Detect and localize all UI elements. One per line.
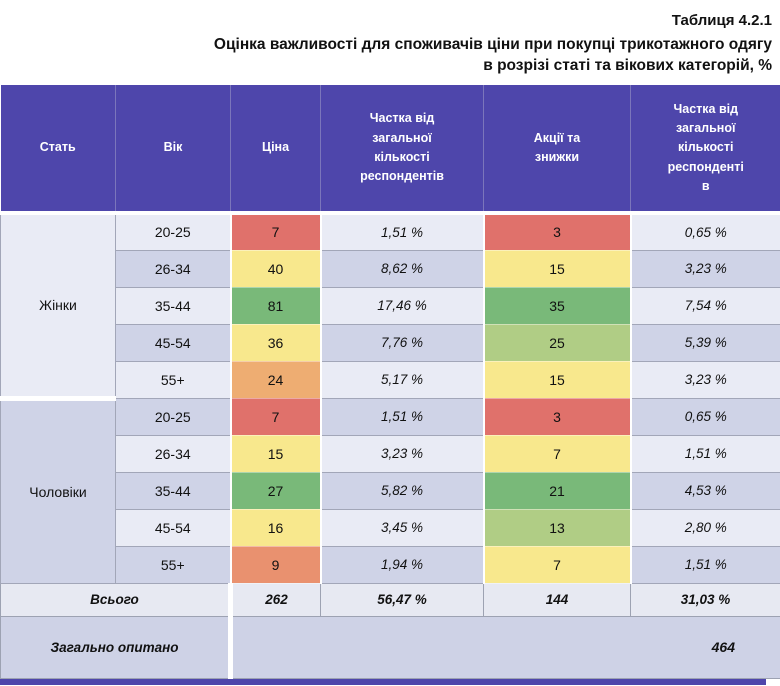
table-title: Оцінка важливості для споживачів ціни пр… — [0, 34, 772, 77]
surveyed-label: Загально опитано — [0, 615, 233, 679]
header-cell-gender: Стать — [0, 85, 116, 215]
table-row: 35-44 27 5,82 % 21 4,53 % — [1, 471, 780, 510]
table-title-line2: в розрізі статі та вікових категорій, % — [483, 57, 772, 75]
promo-value-cell: 15 — [482, 249, 632, 288]
survey-table: Стать Вік Ціна Частка від загальної кіль… — [0, 85, 780, 679]
header-cell-price: Ціна — [230, 85, 321, 215]
table-row: 55+ 24 5,17 % 15 3,23 % — [1, 360, 780, 399]
age-cell: 20-25 — [115, 212, 231, 251]
total-promo-share: 31,03 % — [630, 582, 780, 617]
gender-cell-women: Жінки — [0, 212, 116, 401]
price-share-cell: 1,94 % — [320, 545, 484, 584]
price-value-cell: 9 — [229, 545, 322, 584]
price-value-cell: 27 — [229, 471, 322, 510]
promo-value-cell: 3 — [482, 212, 632, 251]
price-share-cell: 1,51 % — [320, 212, 484, 251]
promo-value-cell: 15 — [482, 360, 632, 399]
table-row: 45-54 36 7,76 % 25 5,39 % — [1, 323, 780, 362]
total-price-share: 56,47 % — [320, 582, 484, 617]
price-share-cell: 5,17 % — [320, 360, 484, 399]
age-cell: 45-54 — [115, 508, 231, 547]
price-value-cell: 7 — [229, 397, 322, 436]
promo-share-cell: 0,65 % — [630, 212, 780, 251]
promo-value-cell: 3 — [482, 397, 632, 436]
total-row: Всього 262 56,47 % 144 31,03 % — [0, 582, 780, 617]
age-cell: 45-54 — [115, 323, 231, 362]
price-value-cell: 40 — [229, 249, 322, 288]
surveyed-row: Загально опитано 464 — [0, 615, 780, 679]
table-row: 35-44 81 17,46 % 35 7,54 % — [1, 286, 780, 325]
price-value-cell: 36 — [229, 323, 322, 362]
gender-cell-men: Чоловіки — [0, 397, 116, 584]
age-cell: 55+ — [115, 360, 231, 399]
promo-share-cell: 1,51 % — [630, 545, 780, 584]
age-cell: 55+ — [115, 545, 231, 584]
price-share-cell: 1,51 % — [320, 397, 484, 436]
total-price: 262 — [230, 582, 321, 617]
table-row: Чоловіки 20-25 7 1,51 % 3 0,65 % — [0, 397, 780, 584]
promo-share-cell: 3,23 % — [630, 360, 780, 399]
header-cell-price-share: Частка від загальної кількості респонден… — [320, 85, 484, 215]
price-share-cell: 8,62 % — [320, 249, 484, 288]
cropped-next-header-strip — [0, 678, 766, 685]
promo-share-cell: 1,51 % — [630, 434, 780, 473]
price-value-cell: 15 — [229, 434, 322, 473]
table-row: 55+ 9 1,94 % 7 1,51 % — [1, 545, 780, 584]
price-share-cell: 5,82 % — [320, 471, 484, 510]
promo-value-cell: 7 — [482, 434, 632, 473]
promo-share-cell: 3,23 % — [630, 249, 780, 288]
promo-share-cell: 2,80 % — [630, 508, 780, 547]
table-title-line1: Оцінка важливості для споживачів ціни пр… — [213, 36, 772, 53]
table-row: 26-34 15 3,23 % 7 1,51 % — [1, 434, 780, 473]
surveyed-value: 464 — [230, 615, 780, 679]
price-share-cell: 7,76 % — [320, 323, 484, 362]
age-cell: 26-34 — [115, 249, 231, 288]
promo-value-cell: 35 — [482, 286, 632, 325]
header-cell-age: Вік — [115, 85, 231, 215]
table-row: 45-54 16 3,45 % 13 2,80 % — [1, 508, 780, 547]
age-cell: 26-34 — [115, 434, 231, 473]
price-share-cell: 17,46 % — [320, 286, 484, 325]
promo-share-cell: 0,65 % — [630, 397, 780, 436]
age-cell: 35-44 — [115, 471, 231, 510]
promo-value-cell: 13 — [482, 508, 632, 547]
table-number: Таблиця 4.2.1 — [671, 12, 772, 29]
promo-share-cell: 4,53 % — [630, 471, 780, 510]
total-promo: 144 — [483, 582, 631, 617]
header-cell-promo-share: Частка від загальної кількості респонден… — [630, 85, 780, 215]
price-value-cell: 7 — [229, 212, 322, 251]
price-value-cell: 81 — [229, 286, 322, 325]
price-value-cell: 16 — [229, 508, 322, 547]
title-block: Таблиця 4.2.1 Оцінка важливості для спож… — [0, 0, 780, 85]
age-cell: 20-25 — [115, 397, 231, 436]
promo-value-cell: 7 — [482, 545, 632, 584]
total-label: Всього — [0, 582, 233, 617]
promo-share-cell: 5,39 % — [630, 323, 780, 362]
table-row: Жінки 20-25 7 1,51 % 3 0,65 % — [0, 212, 780, 401]
header-cell-promo: Акції та знижки — [483, 85, 631, 215]
price-value-cell: 24 — [229, 360, 322, 399]
price-share-cell: 3,45 % — [320, 508, 484, 547]
header-row: Стать Вік Ціна Частка від загальної кіль… — [0, 85, 780, 215]
age-cell: 35-44 — [115, 286, 231, 325]
promo-value-cell: 25 — [482, 323, 632, 362]
promo-value-cell: 21 — [482, 471, 632, 510]
promo-share-cell: 7,54 % — [630, 286, 780, 325]
price-share-cell: 3,23 % — [320, 434, 484, 473]
table-row: 26-34 40 8,62 % 15 3,23 % — [1, 249, 780, 288]
